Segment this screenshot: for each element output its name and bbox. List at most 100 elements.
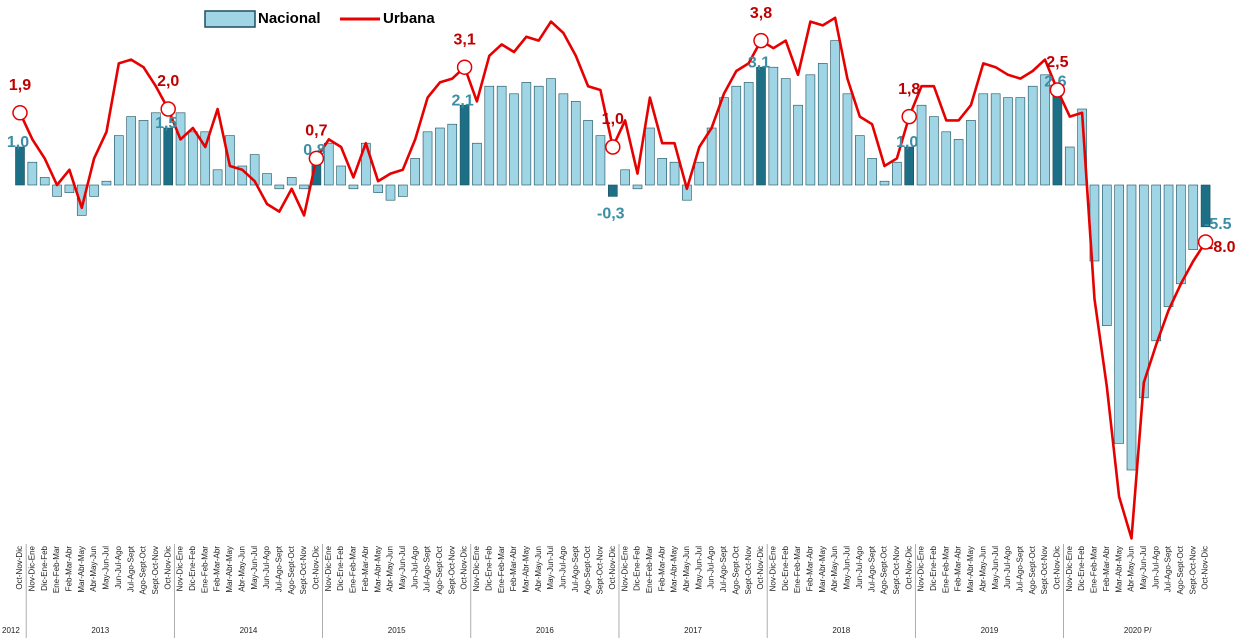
data-label: -0,3 [597,206,625,223]
data-label: 1,0 [7,134,29,151]
x-tick-label: Jun-Jul-Ago [855,545,864,588]
x-tick-label: Abr-May-Jun [682,546,691,592]
bar [1188,184,1199,250]
x-tick-label: Ene-Feb-Mar [52,546,61,593]
x-tick-label: Nov-Dic-Ene [917,545,926,591]
bar [200,131,211,186]
x-tick-label: Ene-Feb-Mar [645,546,654,593]
x-tick-label: Feb-Mar-Abr [65,546,74,592]
x-tick-label: Ago-Sept-Oct [1028,545,1037,594]
data-label: 3,8 [750,5,772,22]
bar [657,158,668,186]
x-tick-label: Jun-Jul-Ago [1003,545,1012,588]
bar [1015,97,1026,186]
point-marker [605,139,621,155]
x-tick-label: May-Jun-Jul [694,546,703,590]
bar [892,161,902,186]
x-tick-label: Jul-Ago-Sept [1164,545,1173,592]
bar [249,154,260,186]
x-tick-label: Ago-Sept-Oct [880,545,889,594]
data-label: 1,9 [9,77,31,94]
annotation: -8.0 [1208,239,1236,256]
bar [966,120,976,186]
bar [138,120,149,186]
x-tick-label: Jun-Jul-Ago [559,545,568,588]
bar [546,78,556,186]
bar [916,104,927,186]
bar [768,66,779,186]
bar [1151,184,1161,342]
line [18,16,1207,540]
x-tick-label: Mar-Abr-May [225,546,234,593]
data-label: 1,0 [896,134,918,151]
year-label: 2012 [2,626,20,635]
x-tick-label: Jun-Jul-Ago [114,545,123,588]
x-tick-label: Abr-May-Jun [386,546,395,592]
year-label: 2014 [240,626,258,635]
bar [1102,184,1112,326]
x-tick-label: Sept-Oct-Nov [1040,546,1049,594]
bar [175,112,186,186]
bar [385,184,396,201]
x-tick-label: Sept-Oct-Nov [299,546,308,594]
bar [348,184,359,190]
x-tick-label: Feb-Mar-Abr [954,546,963,592]
x-tick-label: Oct-Nov-Dic [312,546,321,590]
x-tick-label: May-Jun-Jul [102,546,111,590]
x-tick-label: Ago-Sept-Oct [287,545,296,594]
data-label: 0,7 [305,123,327,140]
x-tick-label: Ene-Feb-Mar [793,546,802,593]
bar [583,120,593,186]
x-tick-label: Jul-Ago-Sept [571,545,580,592]
x-tick-label: Ago-Sept-Oct [1176,545,1185,594]
bar [706,127,717,186]
point-marker [1049,82,1066,98]
annotation: -5.5 [1204,216,1232,233]
bar [89,184,99,197]
bar [459,104,470,186]
bar [1040,74,1050,186]
bar [595,135,606,186]
x-tick-label: Nov-Dic-Ene [620,545,629,591]
bar [286,177,297,186]
x-tick-label: Sept-Oct-Nov [596,546,605,594]
x-tick-label: Dic-Ene-Feb [40,545,49,590]
x-tick-label: Nov-Dic-Ene [472,545,481,591]
bar [620,169,630,186]
x-tick-label: Abr-May-Jun [978,546,987,592]
x-tick-label: May-Jun-Jul [546,546,555,590]
x-tick-label: Ene-Feb-Mar [349,546,358,593]
x-tick-label: Ago-Sept-Oct [139,545,148,594]
x-tick-label: Sept-Oct-Nov [744,546,753,594]
x-tick-label: Oct-Nov-Dic [460,546,469,590]
bar [780,78,791,186]
data-label: 1,5 [155,115,177,132]
bar [1064,146,1075,186]
point-marker [12,105,28,121]
bar [472,142,482,186]
x-tick-label: Feb-Mar-Abr [213,546,222,592]
bar [731,85,742,186]
x-tick-label: Sept-Oct-Nov [447,546,456,594]
x-tick-label: Nov-Dic-Ene [1065,545,1074,591]
x-tick-label: Nov-Dic-Ene [768,545,777,591]
bar [27,161,38,186]
x-tick-label: Ago-Sept-Oct [731,545,740,594]
x-tick-label: Ene-Feb-Mar [941,546,950,593]
year-label: 2019 [981,626,999,635]
x-tick-label: Dic-Ene-Feb [633,545,642,590]
x-tick-label: May-Jun-Jul [991,546,1000,590]
x-tick-label: Abr-May-Jun [1127,546,1136,592]
bar [793,104,803,186]
bar [990,93,1001,186]
bar [1052,85,1063,186]
bar [719,97,729,186]
legend-label: Nacional [258,10,321,27]
bar [64,184,75,193]
x-tick-label: Mar-Abr-May [521,546,530,593]
bar [163,127,173,186]
bar [336,165,346,186]
x-tick-label: Abr-May-Jun [237,546,246,592]
bar [410,158,421,186]
